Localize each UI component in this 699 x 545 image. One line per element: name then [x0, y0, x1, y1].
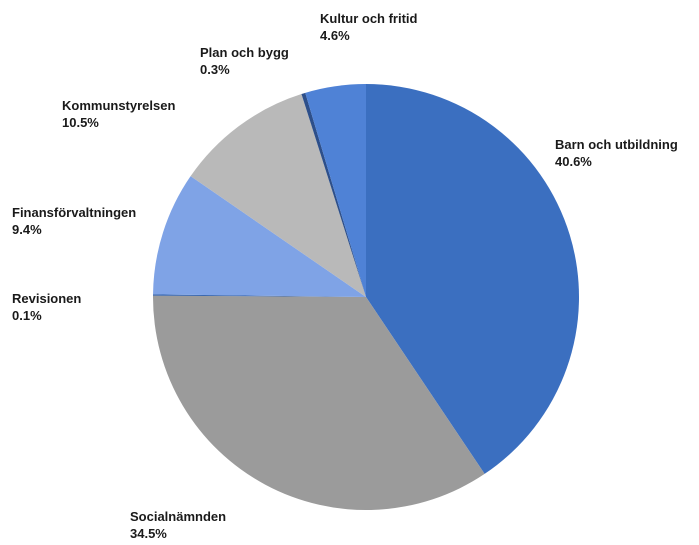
slice-label-socialnamnden: Socialnämnden 34.5%	[130, 508, 226, 542]
slice-label-name: Kultur och fritid	[320, 11, 418, 26]
slice-label-barn-och-utbildning: Barn och utbildning 40.6%	[555, 136, 678, 170]
pie-slice-revisionen	[153, 294, 366, 297]
pie-slice-barn-och-utbildning	[366, 84, 580, 474]
slice-label-value: 4.6%	[320, 28, 350, 43]
pie-slice-kultur-och-fritid	[305, 84, 366, 297]
slice-label-finansforvaltningen: Finansförvaltningen 9.4%	[12, 204, 136, 238]
slice-label-value: 0.3%	[200, 62, 230, 77]
slice-label-revisionen: Revisionen 0.1%	[12, 290, 81, 324]
slice-label-name: Finansförvaltningen	[12, 205, 137, 220]
pie-slice-plan-och-bygg	[301, 92, 366, 297]
slice-label-name: Revisionen	[12, 291, 82, 306]
slice-label-kommunstyrelsen: Kommunstyrelsen 10.5%	[62, 97, 175, 131]
slice-label-name: Socialnämnden	[130, 509, 227, 524]
slice-label-plan-och-bygg: Plan och bygg 0.3%	[200, 44, 289, 78]
slice-label-name: Kommunstyrelsen	[62, 98, 176, 113]
slice-label-value: 10.5%	[62, 115, 99, 130]
slice-label-name: Plan och bygg	[200, 45, 289, 60]
slice-label-value: 40.6%	[555, 154, 592, 169]
slice-label-value: 9.4%	[12, 222, 42, 237]
slice-label-name: Barn och utbildning	[555, 137, 678, 152]
pie-slice-kommunstyrelsen	[190, 94, 366, 298]
pie-slice-finansf-rvaltningen	[153, 176, 366, 297]
pie-slice-socialn-mnden	[152, 295, 485, 511]
slice-label-value: 34.5%	[130, 526, 167, 541]
slice-label-value: 0.1%	[12, 308, 42, 323]
slice-label-kultur-och-fritid: Kultur och fritid 4.6%	[320, 10, 418, 44]
